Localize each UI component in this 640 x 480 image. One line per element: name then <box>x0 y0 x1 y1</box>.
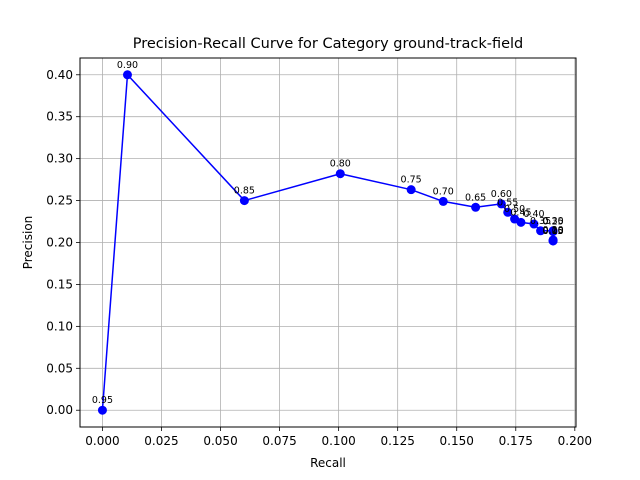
x-tick-label: 0.000 <box>85 434 119 448</box>
point-label: 0.25 <box>543 217 564 228</box>
data-point <box>548 236 558 246</box>
data-point <box>335 169 345 179</box>
y-tick-label: 0.15 <box>46 277 73 291</box>
point-label: 0.85 <box>234 186 255 197</box>
data-point <box>438 196 448 206</box>
data-point <box>516 217 526 227</box>
point-label: 0.80 <box>330 159 351 170</box>
x-tick-label: 0.175 <box>499 434 533 448</box>
series <box>97 70 558 415</box>
data-point <box>496 199 506 209</box>
axes: 0.000 0.025 0.050 0.075 0.100 0.125 0.150 0.175… <box>46 68 592 448</box>
point-label: 0.45 <box>510 207 531 218</box>
data-point <box>239 196 249 206</box>
point-label: 0.55 <box>497 197 518 208</box>
y-tick-label: 0.25 <box>46 194 73 208</box>
x-tick-label: 0.100 <box>321 434 355 448</box>
y-axis-title: Precision <box>21 216 35 270</box>
x-tick-label: 0.075 <box>262 434 296 448</box>
grid <box>80 58 576 427</box>
y-tick-label: 0.40 <box>46 68 73 82</box>
x-axis-title: Recall <box>310 456 346 470</box>
point-label: 0.40 <box>523 209 544 220</box>
data-point <box>471 202 481 212</box>
y-tick-label: 0.05 <box>46 361 73 375</box>
x-tick-label: 0.200 <box>558 434 592 448</box>
point-label: 0.15 <box>543 226 564 237</box>
data-point <box>503 207 513 217</box>
point-labels: 0.95 0.90 0.85 0.80 0.75 0.70 0.65 0.600.550.50… <box>92 60 564 406</box>
data-point <box>548 227 558 237</box>
data-point <box>536 226 546 236</box>
point-label: 0.65 <box>465 192 486 203</box>
point-label: 0.75 <box>401 175 422 186</box>
point-label: 0.50 <box>504 204 525 215</box>
x-tick-label: 0.150 <box>440 434 474 448</box>
point-label: 0.90 <box>117 60 138 71</box>
x-tick-label: 0.025 <box>144 434 178 448</box>
y-tick-label: 0.30 <box>46 152 73 166</box>
point-label: 0.05 <box>543 226 564 237</box>
point-label: 0.35 <box>530 216 551 227</box>
point-label: 0.95 <box>92 395 113 406</box>
x-tick-label: 0.125 <box>380 434 414 448</box>
chart-title: Precision-Recall Curve for Category grou… <box>133 36 524 52</box>
data-point <box>122 70 132 80</box>
y-tick-label: 0.10 <box>46 319 73 333</box>
data-point <box>97 405 107 415</box>
y-tick-label: 0.35 <box>46 110 73 124</box>
point-label: 0.20 <box>543 225 564 236</box>
x-tick-label: 0.050 <box>203 434 237 448</box>
point-label: 0.30 <box>543 216 564 227</box>
point-label: 0.60 <box>491 189 512 200</box>
data-point <box>529 219 539 229</box>
point-label: 0.10 <box>543 226 564 237</box>
data-point <box>406 185 416 195</box>
point-label: 0.70 <box>433 186 454 197</box>
y-tick-label: 0.00 <box>46 403 73 417</box>
y-tick-label: 0.20 <box>46 236 73 250</box>
